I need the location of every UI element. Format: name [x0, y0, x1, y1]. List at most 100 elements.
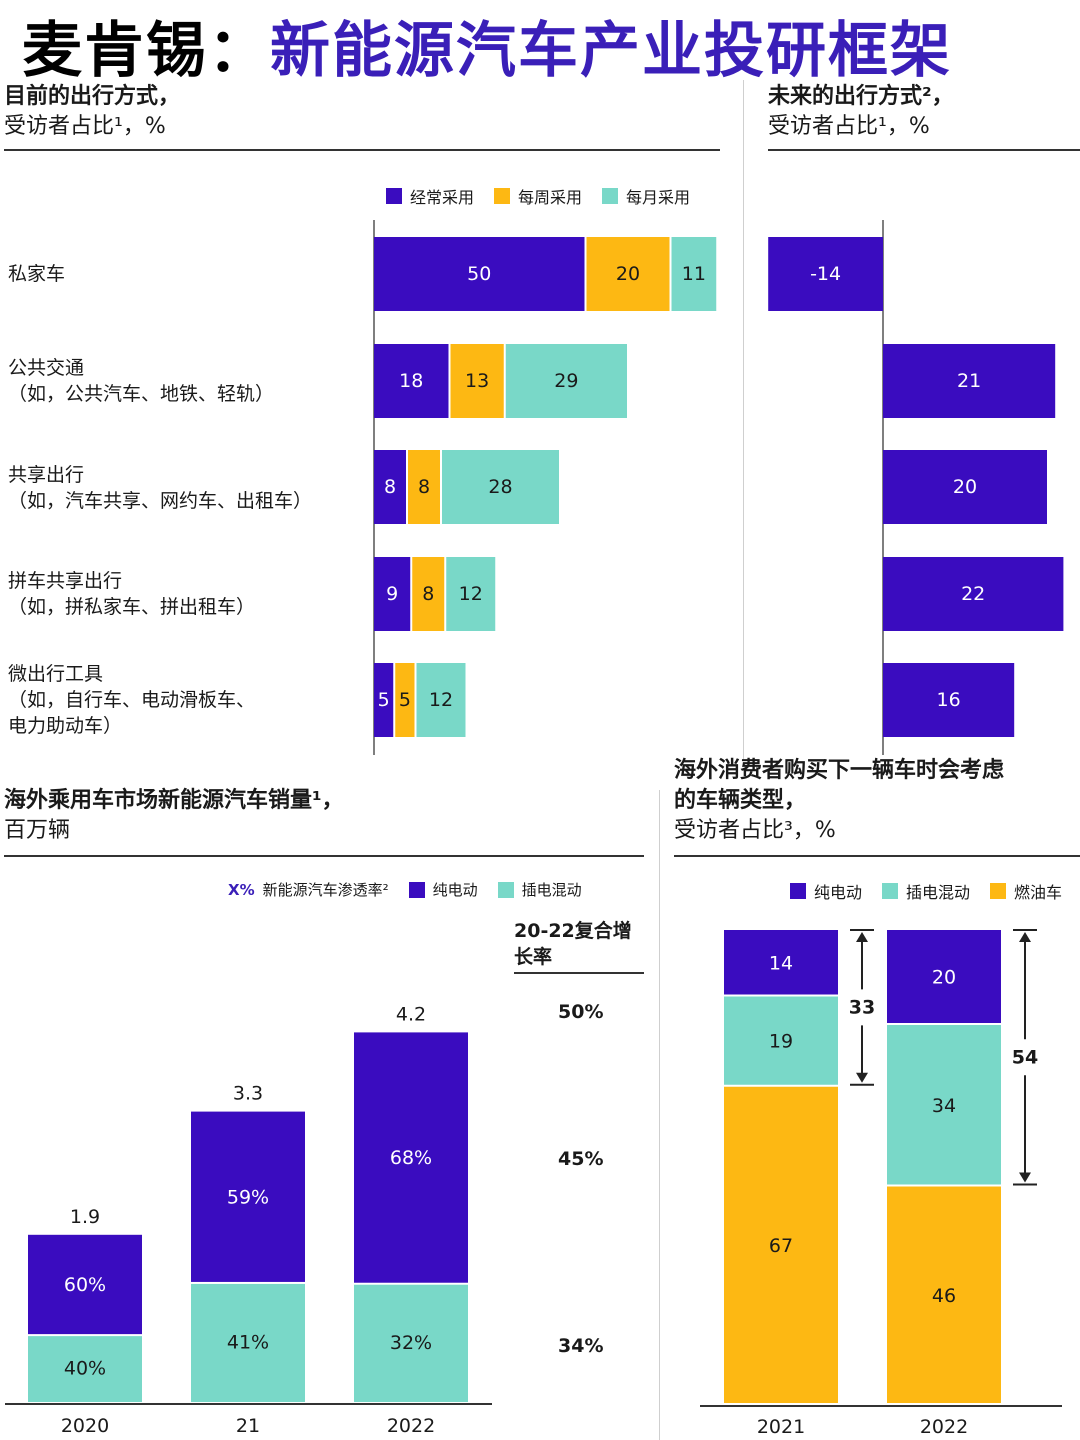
bar [768, 237, 883, 311]
legend-label: 纯电动 [814, 883, 863, 902]
category-line: 公共交通 [8, 357, 85, 379]
legend-swatch-purple [386, 188, 402, 204]
bar-segment-bev [191, 1111, 305, 1282]
data-label: 20 [953, 476, 977, 498]
legend-item-ice: 燃油车 [990, 879, 1062, 903]
legend-swatch-purple [790, 883, 806, 899]
bar-segment-phev [191, 1283, 305, 1402]
bar-segment [724, 1086, 838, 1403]
data-label: 22 [961, 583, 985, 605]
data-label: 34 [932, 1095, 956, 1117]
panel-tr-title: 未来的出行方式²， 受访者占比¹，% [768, 82, 954, 142]
bar [883, 663, 1015, 737]
title-part1: 麦肯锡： [22, 16, 270, 86]
bracket-arrow [1019, 932, 1031, 942]
category-line: 私家车 [8, 263, 66, 285]
x-tick-label: 2021 [757, 1416, 805, 1438]
bar-segment [374, 344, 449, 418]
bar-segment [586, 237, 670, 311]
bar-segment [412, 557, 445, 631]
legend-label: 经常采用 [410, 188, 475, 207]
bar [883, 344, 1056, 418]
data-label: 16 [937, 689, 961, 711]
category-line: （如，汽车共享、网约车、出租车） [8, 490, 313, 512]
legend-swatch-orange [990, 883, 1007, 899]
category-label: 公共交通 （如，公共汽车、地铁、轻轨） [8, 355, 274, 407]
bar-segment [374, 237, 585, 311]
data-label: 20 [616, 263, 640, 285]
total-label: 3.3 [233, 1083, 263, 1105]
legend-item-phev: 插电混动 [497, 879, 582, 900]
data-label: 8 [422, 583, 434, 605]
bracket-arrow [856, 1072, 868, 1083]
data-label: 41% [227, 1331, 269, 1353]
bar-segment [724, 996, 838, 1085]
data-label: 18 [399, 370, 423, 392]
category-line: 微出行工具 [8, 663, 104, 685]
data-label: 28 [488, 476, 512, 498]
legend-item-monthly: 每月采用 [602, 184, 690, 208]
separator-top [743, 80, 744, 760]
total-label: 1.9 [70, 1206, 100, 1228]
legend-swatch-teal [882, 883, 899, 899]
data-label: 11 [682, 263, 706, 285]
panel-tl-title-line1: 目前的出行方式， [4, 84, 181, 109]
data-label: 50 [467, 263, 491, 285]
data-label: 21 [957, 370, 981, 392]
bar-segment [442, 450, 559, 524]
legend-x-marker: X% [228, 880, 255, 899]
legend-swatch-teal [602, 188, 619, 204]
category-line: （如，自行车、电动滑板车、 [8, 689, 256, 711]
legend-label: 插电混动 [521, 881, 582, 899]
panel-tl-title-line2: 受访者占比¹，% [4, 114, 166, 139]
legend-item-weekly: 每周采用 [494, 184, 582, 208]
legend-swatch-orange [494, 188, 511, 204]
bar-segment-bev [28, 1234, 142, 1335]
legend-item-bev: 纯电动 [408, 879, 478, 900]
cagr-header: 20-22复合增长率 [514, 920, 632, 968]
legend-penetration-label: 新能源汽车渗透率² [262, 881, 389, 899]
panel-tl-legend: 经常采用 每周采用 每月采用 [374, 184, 690, 208]
bar-segment [671, 237, 717, 311]
page-title: 麦肯锡：新能源汽车产业投研框架 [22, 2, 952, 89]
data-label: 14 [769, 952, 793, 974]
cagr-rule [514, 972, 644, 974]
bar-segment [374, 557, 411, 631]
data-label: 68% [390, 1147, 432, 1169]
title-part2: 新能源汽车产业投研框架 [270, 16, 952, 86]
bar-segment [408, 450, 440, 524]
data-label: 8 [384, 476, 396, 498]
bar [883, 450, 1047, 524]
panel-br-title-line1: 海外消费者购买下一辆车时会考虑 [674, 758, 1005, 783]
panel-tl-title: 目前的出行方式， 受访者占比¹，% [4, 82, 180, 142]
legend-swatch-teal [497, 881, 514, 898]
legend-item-phev: 插电混动 [882, 879, 970, 903]
panel-bl-legend: X% 新能源汽车渗透率² 纯电动 插电混动 [228, 879, 582, 900]
bar-segment [416, 663, 466, 737]
bracket-total: 33 [849, 996, 875, 1018]
x-tick-label: 2022 [920, 1416, 968, 1438]
data-label: 32% [390, 1332, 432, 1354]
category-line: （如，拼私家车、拼出租车） [8, 596, 256, 618]
panel-tr-title-line1: 未来的出行方式²， [768, 84, 954, 109]
bar-segment-phev [28, 1336, 142, 1402]
legend-label: 每月采用 [626, 188, 691, 207]
data-label: 12 [429, 689, 453, 711]
bar-segment [395, 663, 415, 737]
category-label: 微出行工具 （如，自行车、电动滑板车、 电力助动车） [8, 661, 255, 739]
bracket-total: 54 [1012, 1046, 1038, 1068]
data-label: 9 [386, 583, 398, 605]
bar-segment-bev [354, 1032, 468, 1283]
x-tick-label: 21 [236, 1415, 260, 1437]
data-label: 20 [932, 967, 956, 989]
x-tick-label: 2022 [387, 1415, 435, 1437]
category-label: 共享出行 （如，汽车共享、网约车、出租车） [8, 462, 312, 514]
panel-br-rule [674, 855, 1080, 857]
legend-label: 插电混动 [906, 883, 971, 902]
panel-tl-rule [4, 149, 720, 151]
panel-bl-title-line1: 海外乘用车市场新能源汽车销量¹， [4, 788, 344, 813]
chart-future-travel: -14 21 20 22 16 [768, 220, 1064, 755]
bar-segment [450, 344, 504, 418]
data-label: 67 [769, 1235, 793, 1257]
panel-br-legend: 纯电动 插电混动 燃油车 [778, 879, 1062, 903]
